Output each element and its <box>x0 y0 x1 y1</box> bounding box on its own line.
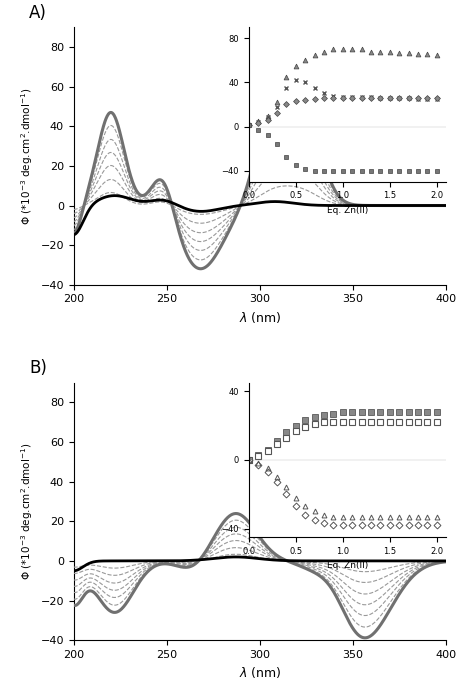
X-axis label: $\lambda$ (nm): $\lambda$ (nm) <box>238 310 280 325</box>
Text: A): A) <box>29 4 47 22</box>
Y-axis label: $\Phi$ (*10$^{-3}$ deg.cm$^{2}$.dmol$^{-1}$): $\Phi$ (*10$^{-3}$ deg.cm$^{2}$.dmol$^{-… <box>19 443 35 580</box>
Y-axis label: $\Phi$ (*10$^{-3}$ deg.cm$^{2}$.dmol$^{-1}$): $\Phi$ (*10$^{-3}$ deg.cm$^{2}$.dmol$^{-… <box>19 87 35 225</box>
X-axis label: $\lambda$ (nm): $\lambda$ (nm) <box>238 665 280 680</box>
Text: B): B) <box>29 360 47 377</box>
